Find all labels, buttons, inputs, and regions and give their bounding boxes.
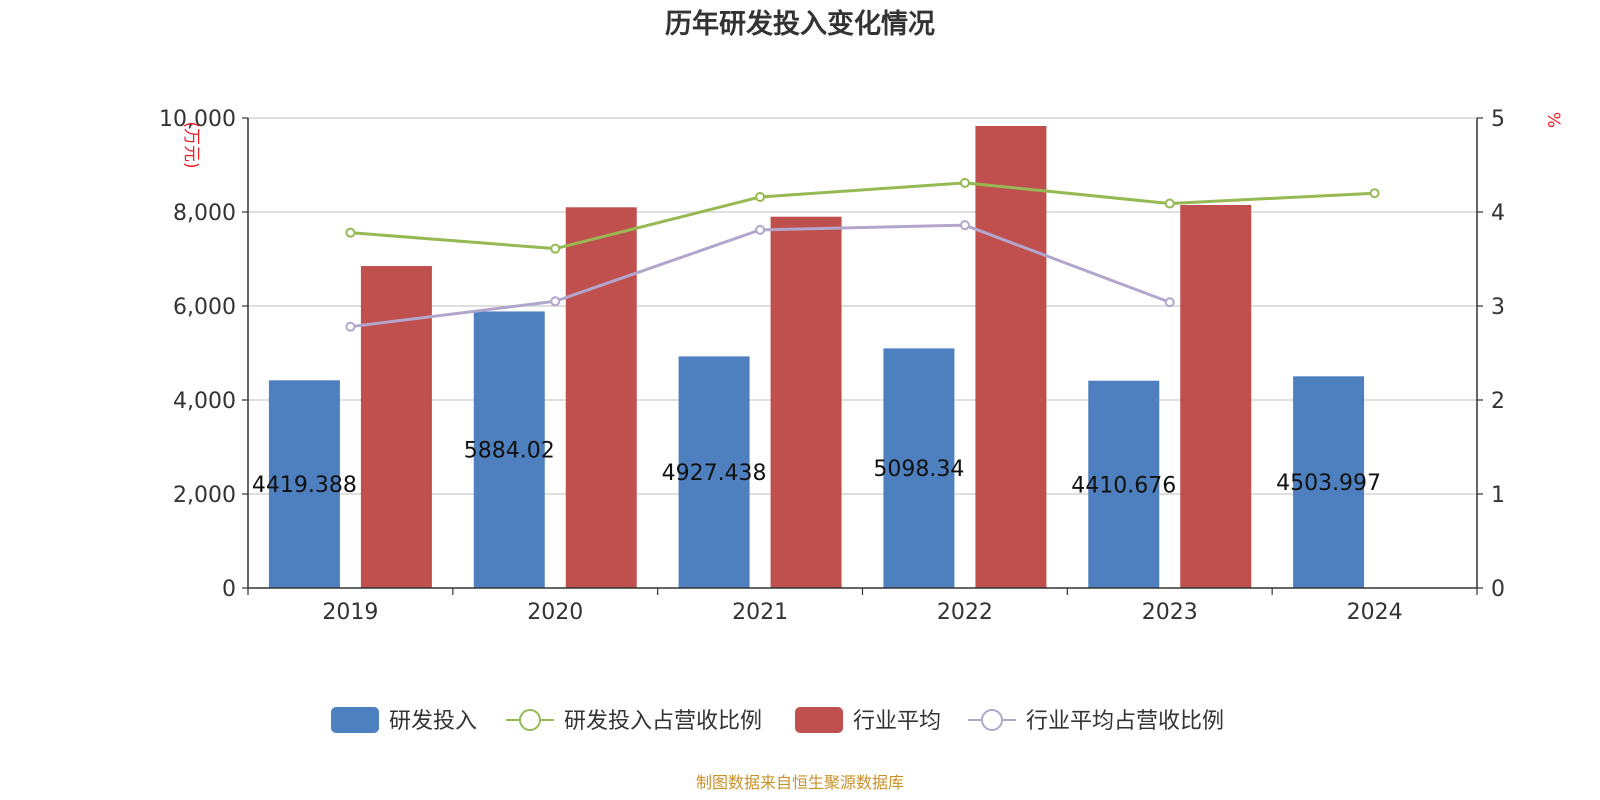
line-point (755, 224, 766, 235)
right-axis-unit: % (1543, 112, 1563, 128)
chart-title: 历年研发投入变化情况 (665, 8, 935, 40)
right-axis-tick-label: 2 (1491, 389, 1505, 414)
data-label: 4503.997 (1276, 471, 1381, 496)
data-label: 4419.388 (252, 473, 357, 498)
x-axis-tick-label: 2020 (527, 600, 583, 625)
data-label: 5098.34 (873, 457, 964, 482)
line-point (550, 296, 561, 307)
bars (268, 125, 1365, 589)
bar (1180, 204, 1252, 588)
line-point (1164, 297, 1175, 308)
left-axis-unit: (万元) (181, 121, 201, 168)
legend-label: 研发投入占营收比例 (564, 709, 762, 734)
grid-lines (248, 117, 1477, 495)
line-point (1369, 188, 1380, 199)
bar (678, 356, 750, 588)
line-point (959, 177, 970, 188)
bar (360, 266, 432, 588)
data-label: 4410.676 (1071, 473, 1176, 498)
lines (345, 177, 1380, 332)
x-axis-tick-label: 2022 (937, 600, 993, 625)
bar (1293, 376, 1365, 588)
right-axis-tick-label: 3 (1491, 295, 1505, 320)
left-axis-tick-label: 8,000 (173, 201, 236, 226)
line-point (550, 243, 561, 254)
legend-label: 行业平均 (853, 709, 941, 734)
legend-label: 研发投入 (389, 709, 477, 734)
data-labels: 4419.388 5884.02 4927.438 5098.34 4410.676 45… (252, 439, 1381, 499)
legend: 研发投入 研发投入占营收比例 行业平均 行业平均占营收比例 (331, 707, 1224, 734)
bar (1088, 380, 1160, 588)
left-axis-tick-label: 2,000 (173, 483, 236, 508)
bar (473, 311, 545, 588)
x-axis-tick-label: 2024 (1347, 600, 1403, 625)
data-label: 5884.02 (464, 439, 555, 464)
legend-swatch-marker (519, 709, 541, 731)
bar (268, 380, 340, 588)
bar (883, 348, 955, 588)
axes: 0 2,000 4,000 6,000 8,000 10,000 0 1 2 3 4 5 2019 202… (159, 107, 1505, 625)
bar (975, 125, 1047, 589)
bar (770, 216, 842, 588)
right-axis-tick-label: 4 (1491, 201, 1505, 226)
right-axis-tick-label: 0 (1491, 577, 1505, 602)
line-point (345, 227, 356, 238)
x-axis-tick-label: 2019 (322, 600, 378, 625)
legend-label: 行业平均占营收比例 (1026, 709, 1224, 734)
source-note: 制图数据来自恒生聚源数据库 (696, 773, 904, 792)
line-point (959, 220, 970, 231)
data-label: 4927.438 (662, 461, 767, 486)
left-axis-tick-label: 6,000 (173, 295, 236, 320)
line-point (345, 321, 356, 332)
legend-swatch (331, 707, 379, 733)
right-axis-tick-label: 1 (1491, 483, 1505, 508)
legend-swatch-marker (981, 709, 1003, 731)
x-axis-tick-label: 2021 (732, 600, 788, 625)
left-axis-tick-label: 0 (222, 577, 236, 602)
series-line (350, 223, 1171, 329)
line-point (755, 191, 766, 202)
series-line (350, 181, 1375, 251)
left-axis-tick-label: 10,000 (159, 107, 236, 132)
legend-swatch (795, 707, 843, 733)
line-point (1164, 198, 1175, 209)
left-axis-tick-label: 4,000 (173, 389, 236, 414)
bar (565, 207, 637, 589)
x-axis-tick-label: 2023 (1142, 600, 1198, 625)
right-axis-tick-label: 5 (1491, 107, 1505, 132)
